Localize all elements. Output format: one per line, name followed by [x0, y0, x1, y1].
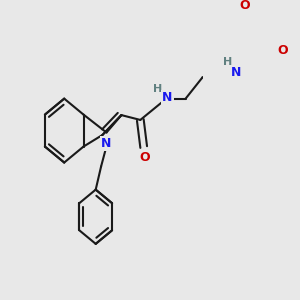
- Text: N: N: [162, 91, 172, 104]
- Text: O: O: [278, 44, 288, 57]
- Text: O: O: [140, 151, 150, 164]
- Text: H: H: [153, 84, 162, 94]
- Text: N: N: [101, 137, 112, 150]
- Text: N: N: [231, 66, 242, 79]
- Text: H: H: [223, 57, 232, 67]
- Text: O: O: [240, 0, 250, 12]
